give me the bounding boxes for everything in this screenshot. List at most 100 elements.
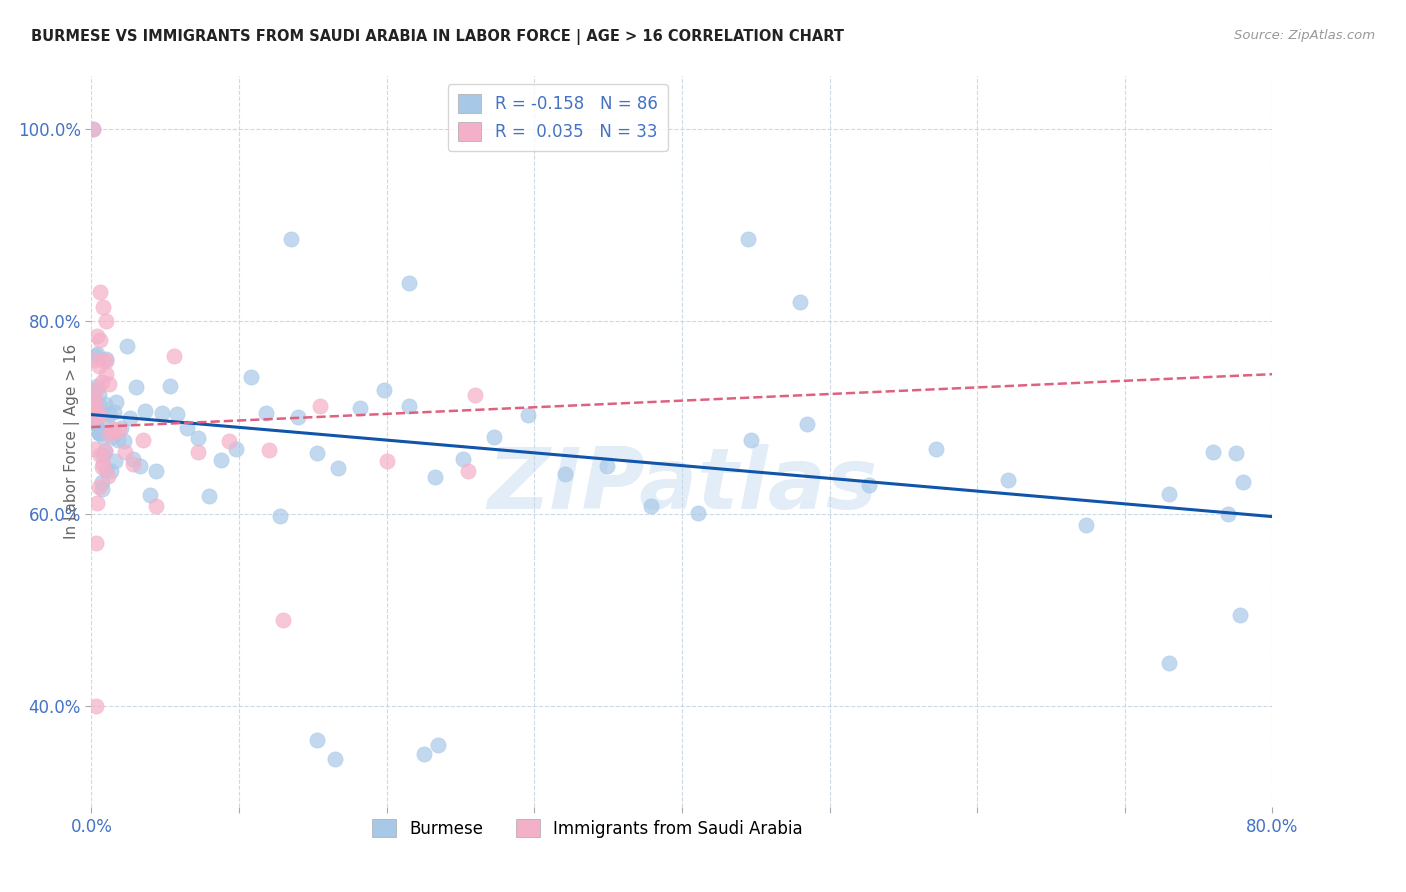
Point (159, 379, 181, 393)
Point (89, 334, 111, 348)
Text: Source: ZipAtlas.com: Source: ZipAtlas.com (1234, 29, 1375, 42)
Point (517, 408, 540, 422)
Point (98, 407, 121, 421)
Point (90, 460, 112, 475)
Point (1218, 507, 1240, 521)
Point (198, 489, 221, 503)
Point (121, 451, 143, 466)
Point (89, 408, 111, 422)
Point (554, 467, 576, 481)
Point (84, 404, 107, 418)
Point (86, 496, 108, 510)
Point (98, 376, 121, 391)
Point (83, 352, 105, 367)
Point (103, 405, 125, 419)
Point (1229, 607, 1251, 622)
Point (166, 407, 188, 421)
Point (425, 469, 447, 483)
Point (1159, 487, 1181, 501)
Point (1225, 446, 1247, 460)
Point (107, 433, 129, 447)
Point (86, 378, 108, 392)
Point (87, 480, 110, 494)
Point (375, 454, 398, 468)
Point (101, 430, 124, 444)
Point (280, 232, 302, 246)
Text: BURMESE VS IMMIGRANTS FROM SAUDI ARABIA IN LABOR FORCE | AGE > 16 CORRELATION CH: BURMESE VS IMMIGRANTS FROM SAUDI ARABIA … (31, 29, 844, 45)
Point (86, 409, 108, 424)
Point (91, 448, 114, 462)
Y-axis label: In Labor Force | Age > 16: In Labor Force | Age > 16 (65, 344, 80, 539)
Point (87, 426, 110, 441)
Point (129, 458, 152, 473)
Point (307, 732, 329, 747)
Point (84, 349, 107, 363)
Point (124, 380, 148, 394)
Point (87, 426, 110, 441)
Point (91, 430, 114, 444)
Point (925, 442, 948, 456)
Point (90, 475, 112, 489)
Point (101, 422, 124, 436)
Point (91, 352, 114, 367)
Point (96, 354, 118, 368)
Point (323, 752, 346, 766)
Point (1159, 656, 1181, 670)
Point (82, 121, 104, 136)
Point (176, 421, 198, 435)
Point (93, 443, 115, 458)
Point (326, 461, 349, 475)
Point (187, 445, 209, 459)
Point (112, 434, 135, 448)
Point (97, 417, 120, 432)
Point (83, 394, 105, 409)
Point (96, 352, 118, 367)
Point (373, 383, 395, 397)
Point (84, 401, 107, 416)
Point (83, 413, 105, 427)
Point (118, 411, 141, 425)
Point (121, 457, 143, 471)
Point (145, 464, 167, 478)
Point (640, 499, 662, 513)
Point (254, 406, 277, 420)
Point (84, 699, 107, 714)
Point (218, 434, 240, 449)
Point (209, 453, 232, 467)
Point (83, 442, 105, 457)
Point (89, 399, 111, 413)
Point (595, 459, 617, 474)
Point (108, 423, 131, 437)
Point (464, 387, 486, 401)
Point (90, 482, 112, 496)
Point (740, 434, 762, 448)
Point (134, 404, 156, 418)
Point (89, 426, 111, 441)
Point (110, 421, 132, 435)
Point (83, 391, 105, 405)
Point (139, 488, 162, 502)
Point (82, 388, 104, 402)
Point (187, 431, 209, 445)
Point (1232, 475, 1254, 490)
Point (287, 409, 309, 424)
Point (97, 469, 120, 483)
Point (105, 395, 128, 409)
Point (87, 359, 110, 374)
Point (84, 417, 107, 431)
Point (115, 339, 138, 353)
Point (96, 367, 118, 381)
Point (96, 463, 118, 477)
Point (82, 411, 104, 425)
Point (86, 382, 108, 396)
Point (309, 399, 332, 413)
Point (82, 121, 104, 136)
Point (453, 451, 475, 466)
Point (398, 276, 420, 290)
Point (796, 417, 818, 432)
Point (84, 417, 107, 431)
Point (132, 433, 155, 447)
Point (87, 387, 110, 401)
Point (86, 347, 108, 361)
Point (225, 442, 247, 457)
